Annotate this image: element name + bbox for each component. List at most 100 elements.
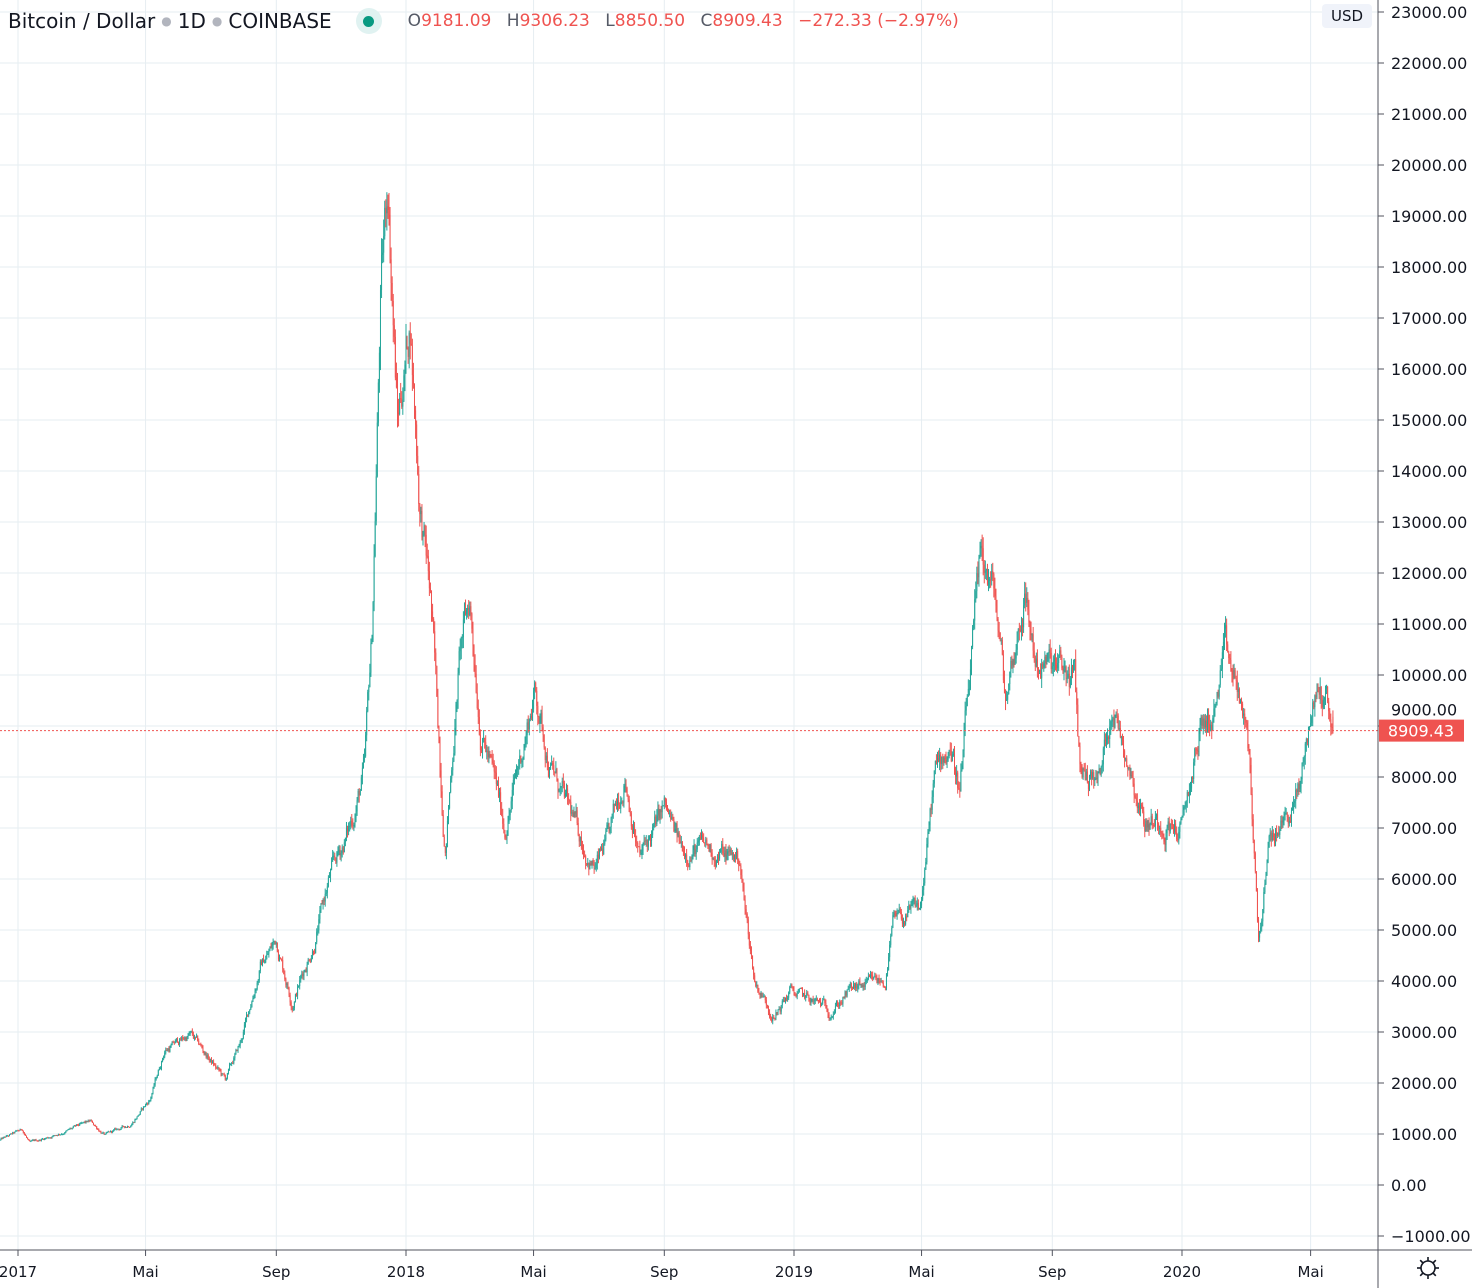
candle-body (360, 777, 362, 791)
candle-body (350, 820, 352, 827)
candle-body (108, 1131, 110, 1133)
candle-body (277, 952, 279, 960)
candle-body (1031, 634, 1033, 636)
y-tick-label: 21000.00 (1391, 105, 1467, 124)
candle-body (193, 1036, 195, 1039)
candle-body (356, 800, 358, 812)
candle-body (528, 719, 530, 730)
candle-body (97, 1128, 99, 1130)
candle-body (120, 1127, 122, 1130)
candle-body (1168, 821, 1170, 832)
candle-body (578, 834, 580, 842)
candle-body (1276, 831, 1278, 836)
candle-body (647, 838, 649, 847)
x-tick-label: Mai (520, 1263, 546, 1281)
candle-body (618, 800, 620, 806)
candle-body (735, 854, 737, 860)
candle-body (137, 1115, 139, 1117)
time-axis[interactable]: 2017 Mai Sep 2018 Mai Sep 2019 Mai Sep 2020 Mai (0, 1250, 1324, 1281)
candle-body (1133, 783, 1135, 796)
candle-body (521, 760, 523, 763)
candle-body (763, 996, 765, 998)
candle-body (509, 810, 511, 816)
candle-body (1053, 657, 1055, 662)
candle-body (1000, 639, 1002, 641)
candle-body (2, 1137, 4, 1139)
candle-body (184, 1037, 186, 1040)
candle-body (591, 860, 593, 866)
currency-badge[interactable]: USD (1322, 4, 1372, 28)
candle-body (22, 1130, 24, 1133)
last-price-label: 8909.43 (1379, 719, 1464, 742)
market-status-icon[interactable] (355, 8, 382, 34)
candle-body (325, 892, 327, 894)
candle-body (1036, 658, 1038, 669)
candle-body (679, 841, 681, 844)
candle-body (1130, 774, 1132, 776)
candle-body (74, 1125, 76, 1127)
candle-body (1248, 748, 1250, 754)
candle-body (989, 579, 991, 581)
candle-body (58, 1134, 60, 1136)
candle-body (256, 982, 258, 990)
candle-body (266, 954, 268, 960)
candle-body (940, 754, 942, 764)
candle-body (1174, 823, 1176, 832)
candle-body (60, 1134, 62, 1136)
symbol-name[interactable]: Bitcoin / Dollar (8, 9, 156, 33)
candle-body (964, 710, 966, 730)
candle-body (936, 758, 938, 763)
y-tick-label: 15000.00 (1391, 411, 1467, 430)
candle-body (75, 1124, 77, 1126)
candle-body (1020, 624, 1022, 632)
candle-body (537, 705, 539, 717)
candle-body (113, 1129, 115, 1131)
candle-body (342, 847, 344, 853)
candle-body (697, 840, 699, 843)
candle-body (889, 944, 891, 958)
candle-body (1051, 666, 1053, 670)
candle-body (210, 1058, 212, 1063)
candle-body (1071, 667, 1073, 671)
candle-body (506, 835, 508, 839)
candle-body (423, 525, 425, 531)
candle-body (1155, 814, 1157, 818)
candle-body (740, 865, 742, 876)
candle-body (899, 908, 901, 913)
candle-body (480, 749, 482, 752)
candle-body (1215, 702, 1217, 707)
candle-body (884, 986, 886, 988)
candle-body (236, 1049, 238, 1051)
gear-icon[interactable] (1414, 1254, 1442, 1282)
candle-body (1007, 694, 1009, 700)
candle-body (927, 832, 929, 844)
candle-body (1188, 790, 1190, 796)
candle-body (283, 968, 285, 975)
candle-body (602, 848, 604, 854)
price-axis[interactable]: 23000.00 22000.00 21000.00 20000.00 19000.00… (1378, 3, 1471, 1246)
candle-body (1001, 639, 1003, 655)
candle-body (51, 1136, 53, 1138)
candle-body (1165, 833, 1167, 846)
candle-body (567, 788, 569, 799)
candle-body (563, 783, 565, 797)
candle-body (410, 343, 412, 346)
candle-body (1157, 814, 1159, 824)
candle-body (27, 1137, 29, 1140)
candle-body (321, 903, 323, 905)
candle-body (1082, 768, 1084, 778)
candle-body (1067, 673, 1069, 678)
separator-dot: ● (211, 14, 223, 28)
candle-body (1187, 792, 1189, 796)
candle-body (1307, 726, 1309, 743)
candle-body (1142, 805, 1144, 812)
candle-body (365, 735, 367, 757)
interval[interactable]: 1D (177, 9, 206, 33)
candle-body (966, 696, 968, 707)
candle-body (460, 637, 462, 649)
candle-body (1008, 683, 1010, 695)
candle-body (449, 792, 451, 809)
candle-body (956, 772, 958, 777)
candle-body (172, 1041, 174, 1043)
